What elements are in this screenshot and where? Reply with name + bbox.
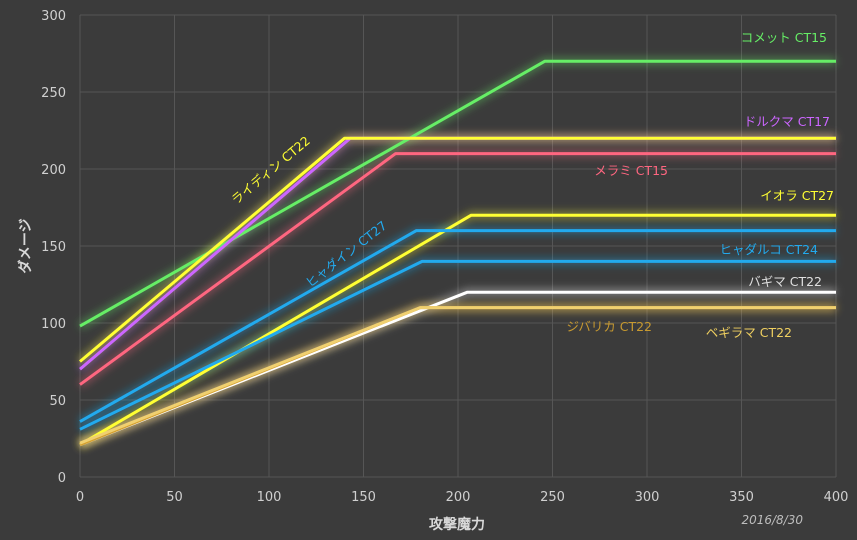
y-tick-label: 250	[41, 86, 66, 101]
series-line-3	[79, 136, 836, 363]
series-line-5	[79, 229, 836, 423]
series-label-4: イオラ CT27	[760, 188, 834, 203]
y-tick-label: 150	[41, 240, 66, 255]
x-tick-label: 0	[76, 490, 84, 505]
date-note: 2016/8/30	[741, 513, 803, 527]
y-tick-label: 50	[49, 394, 66, 409]
x-tick-label: 200	[446, 490, 471, 505]
x-tick-label: 150	[351, 490, 376, 505]
series-line-2	[79, 152, 836, 386]
series-label-7: バギマ CT22	[748, 274, 822, 289]
y-tick-label: 0	[58, 471, 66, 486]
series-label-9: ベギラマ CT22	[706, 325, 792, 340]
x-axis-ticks: 0 50 100 150 200 250 300 350 400	[76, 490, 849, 505]
series-line-4	[79, 213, 836, 446]
x-tick-label: 350	[729, 490, 754, 505]
series-line-6	[79, 259, 836, 431]
x-axis-title: 攻撃魔力	[429, 516, 485, 533]
x-tick-label: 100	[257, 490, 282, 505]
x-tick-label: 250	[540, 490, 565, 505]
series-line-9	[79, 306, 836, 445]
series-label-6: ヒャダルコ CT24	[720, 242, 819, 257]
y-tick-label: 200	[41, 163, 66, 178]
series-lines	[79, 59, 836, 447]
series-label-0: コメット CT15	[741, 30, 827, 45]
grid-lines	[79, 14, 837, 478]
y-tick-label: 300	[41, 9, 66, 24]
series-label-2: メラミ CT15	[594, 163, 668, 178]
x-tick-label: 50	[166, 490, 183, 505]
x-tick-label: 300	[635, 490, 660, 505]
y-axis-ticks: 0 50 100 150 200 250 300	[41, 9, 66, 486]
series-label-8: ジバリカ CT22	[567, 319, 653, 334]
y-tick-label: 100	[41, 317, 66, 332]
y-axis-title: ダメージ	[17, 218, 34, 273]
x-tick-label: 400	[824, 490, 849, 505]
series-label-1: ドルクマ CT17	[744, 114, 830, 129]
